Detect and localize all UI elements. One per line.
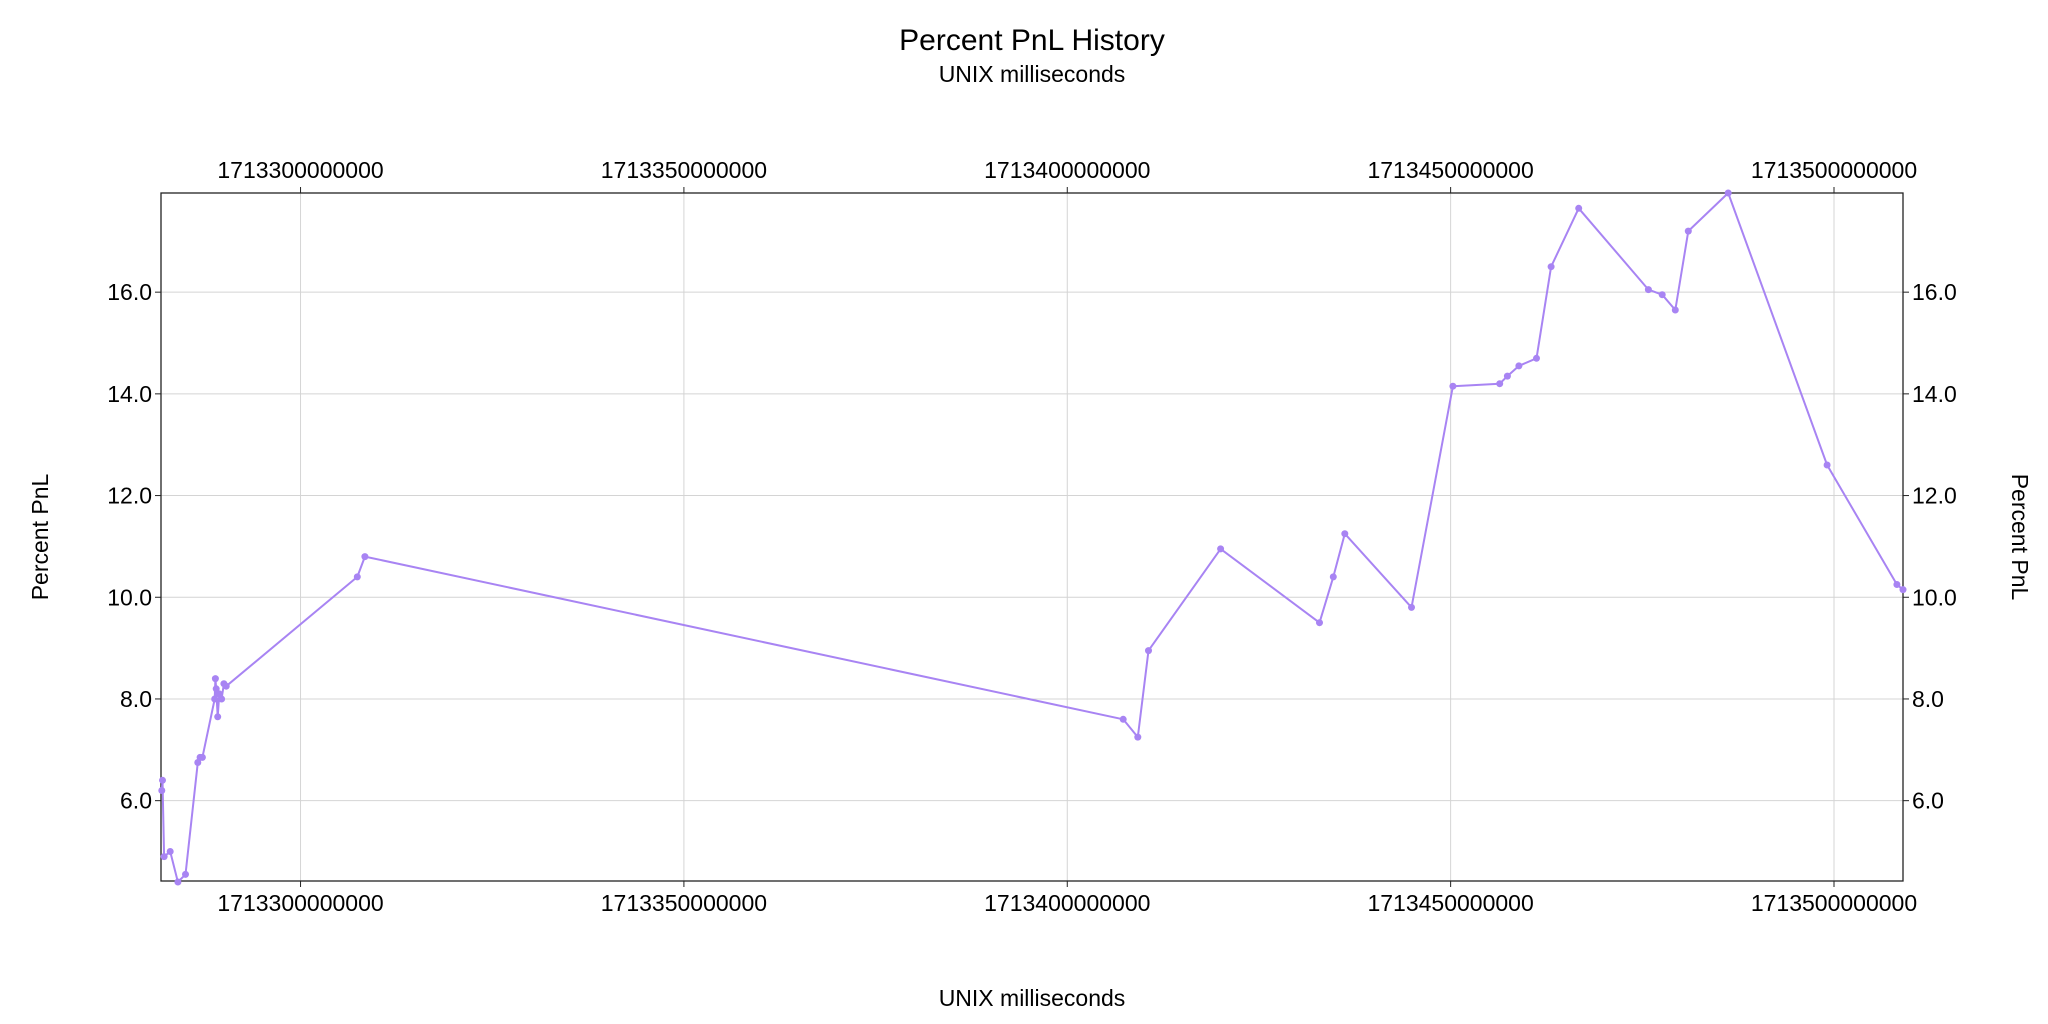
- y-tick-label-left: 16.0: [107, 279, 152, 305]
- x-tick-label-bottom: 1713400000000: [984, 890, 1150, 916]
- data-point: [1724, 189, 1732, 197]
- x-tick-label-bottom: 1713300000000: [217, 890, 383, 916]
- data-point: [1503, 372, 1511, 380]
- data-point: [1893, 581, 1901, 588]
- data-point: [1899, 586, 1907, 594]
- y-tick-label-right: 14.0: [1912, 381, 1957, 407]
- y-tick-label-left: 14.0: [107, 381, 152, 407]
- data-point: [1533, 354, 1540, 362]
- series-layer: [158, 189, 1907, 886]
- x-axis-top: 1713300000000 1713350000000 1713400000000 1…: [217, 157, 1917, 193]
- data-point: [1119, 715, 1127, 723]
- data-point: [1547, 263, 1555, 271]
- x-tick-label-bottom: 1713450000000: [1367, 890, 1533, 916]
- y-axis-left: 6.0 8.0 10.0 12.0 14.0 16.0: [107, 279, 161, 814]
- data-point: [1145, 647, 1152, 655]
- data-point: [214, 713, 222, 721]
- data-point: [1217, 545, 1225, 553]
- data-point: [353, 573, 361, 581]
- data-point: [1515, 362, 1523, 370]
- data-point: [159, 776, 166, 784]
- data-point: [211, 675, 219, 683]
- data-point: [1496, 380, 1504, 388]
- y-axis-label-right: Percent PnL: [2007, 474, 2033, 601]
- chart-title: Percent PnL History: [899, 24, 1165, 57]
- data-point: [1644, 286, 1652, 294]
- x-tick-label-top: 1713300000000: [217, 157, 383, 183]
- data-point: [1575, 204, 1583, 212]
- y-axis-label-left: Percent PnL: [27, 474, 53, 601]
- y-tick-label-right: 10.0: [1912, 584, 1957, 610]
- data-point: [158, 787, 166, 794]
- data-point: [212, 685, 220, 693]
- x-tick-label-bottom: 1713350000000: [601, 890, 767, 916]
- y-tick-label-left: 12.0: [107, 483, 152, 509]
- data-point: [182, 870, 189, 878]
- data-point: [166, 848, 174, 855]
- y-tick-label-left: 10.0: [107, 584, 152, 610]
- x-axis-label: UNIX milliseconds: [939, 985, 1126, 1011]
- y-tick-label-right: 12.0: [1912, 483, 1957, 509]
- y-tick-label-left: 8.0: [120, 686, 152, 712]
- chart-subtitle: UNIX milliseconds: [939, 61, 1126, 87]
- data-point: [160, 853, 168, 861]
- x-tick-label-top: 1713350000000: [601, 157, 767, 183]
- x-axis-bottom: 1713300000000 1713350000000 1713400000000 1…: [217, 881, 1917, 916]
- data-point: [222, 682, 230, 690]
- x-tick-label-top: 1713500000000: [1751, 157, 1917, 183]
- y-axis-right: 6.0 8.0 10.0 12.0 14.0 16.0: [1903, 279, 1957, 814]
- x-tick-label-top: 1713400000000: [984, 157, 1150, 183]
- data-point: [211, 695, 219, 703]
- data-point: [1329, 573, 1337, 581]
- data-point: [1684, 227, 1692, 235]
- y-tick-label-right: 16.0: [1912, 279, 1957, 305]
- y-tick-label-right: 8.0: [1912, 686, 1944, 712]
- data-point: [1341, 530, 1349, 538]
- data-point: [1658, 291, 1666, 299]
- y-tick-label-right: 6.0: [1912, 788, 1944, 814]
- data-point: [198, 753, 206, 761]
- x-tick-label-top: 1713450000000: [1367, 157, 1533, 183]
- data-point: [1449, 382, 1457, 390]
- data-point: [1134, 733, 1142, 741]
- data-point: [218, 695, 226, 703]
- plot-frame: [160, 192, 1904, 882]
- data-point: [1316, 619, 1323, 627]
- data-point: [174, 878, 182, 886]
- x-tick-label-bottom: 1713500000000: [1751, 890, 1917, 916]
- data-point: [361, 553, 369, 561]
- data-point: [1823, 461, 1831, 469]
- data-point: [1408, 603, 1415, 611]
- y-tick-label-left: 6.0: [120, 788, 152, 814]
- data-point: [1671, 306, 1679, 314]
